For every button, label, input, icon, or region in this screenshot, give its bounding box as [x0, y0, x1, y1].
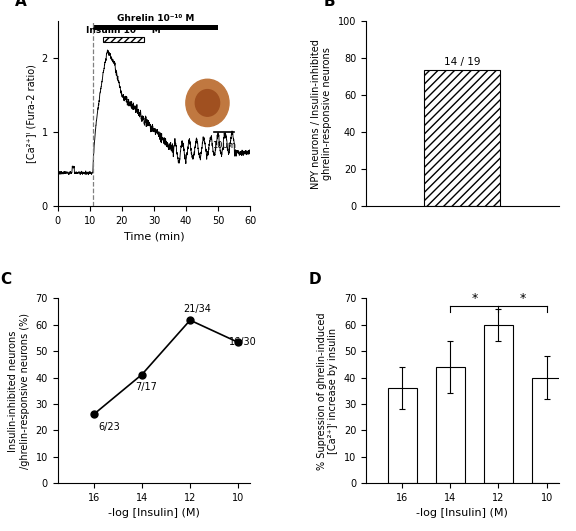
Text: D: D	[308, 272, 321, 287]
Text: Ghrelin 10⁻¹⁰ M: Ghrelin 10⁻¹⁰ M	[117, 14, 194, 23]
Text: 6/23: 6/23	[98, 422, 120, 432]
Bar	[532, 378, 561, 483]
Text: 7/17: 7/17	[135, 382, 157, 392]
Text: A: A	[15, 0, 27, 10]
Y-axis label: [Ca²⁺]ᴵ (Fura-2 ratio): [Ca²⁺]ᴵ (Fura-2 ratio)	[26, 64, 36, 163]
X-axis label: -log [Insulin] (M): -log [Insulin] (M)	[416, 509, 508, 518]
Bar	[436, 367, 465, 483]
Text: Insulin 10⁻¹² M: Insulin 10⁻¹² M	[86, 26, 161, 35]
Text: 14 / 19: 14 / 19	[444, 57, 480, 67]
Text: 16/30: 16/30	[229, 337, 256, 347]
Y-axis label: Insulin-inhibited neurons
/ghrelin-responsive neurons (%): Insulin-inhibited neurons /ghrelin-respo…	[8, 313, 30, 469]
Text: *: *	[471, 292, 478, 305]
Y-axis label: % Supression of ghrelin-induced
[Ca²⁺]ᴵ increase by insulin: % Supression of ghrelin-induced [Ca²⁺]ᴵ …	[317, 312, 338, 469]
Text: B: B	[324, 0, 335, 10]
Text: C: C	[0, 272, 11, 287]
Y-axis label: NPY neurons / Insulin-inhibited
ghrelin-responsive neurons: NPY neurons / Insulin-inhibited ghrelin-…	[310, 39, 332, 189]
Bar	[388, 388, 416, 483]
Bar	[103, 37, 145, 42]
Bar	[425, 70, 500, 206]
X-axis label: -log [Insulin] (M): -log [Insulin] (M)	[108, 509, 200, 518]
Bar	[93, 25, 218, 30]
Bar	[484, 325, 513, 483]
Text: 21/34: 21/34	[183, 304, 211, 314]
Text: *: *	[520, 292, 526, 305]
X-axis label: Time (min): Time (min)	[124, 232, 184, 241]
